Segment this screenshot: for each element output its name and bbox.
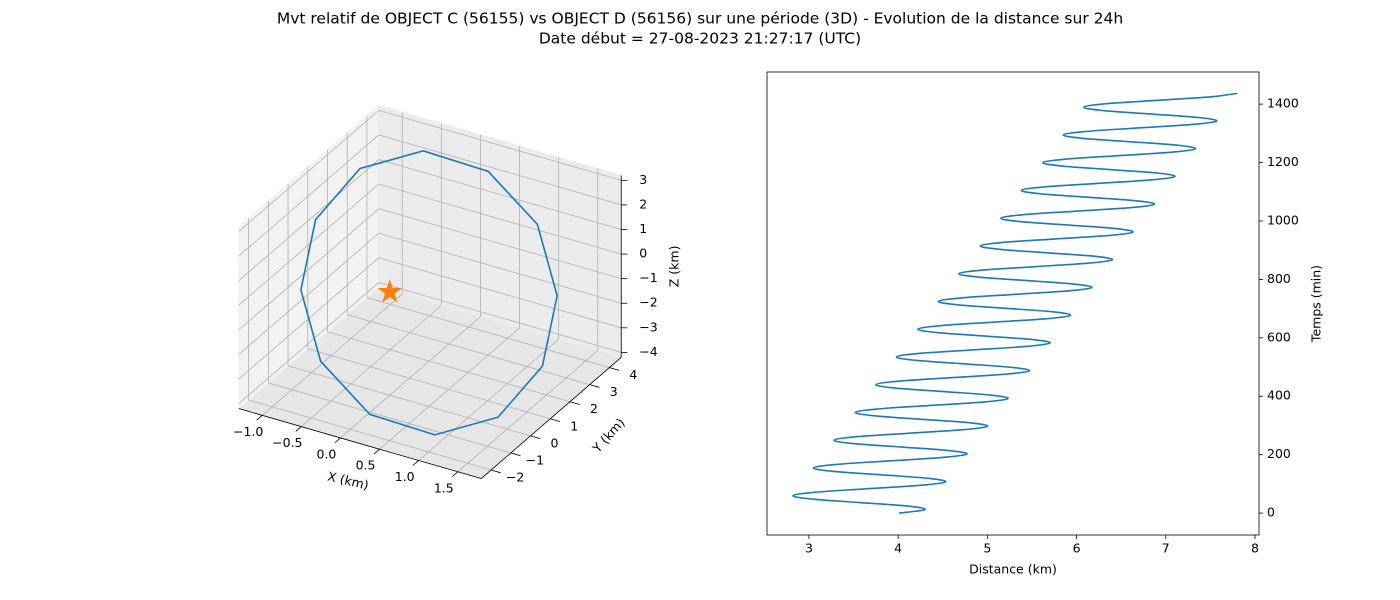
grid-line	[268, 382, 511, 454]
x-tick-label: 8	[1251, 541, 1259, 556]
y-axis-label: Y (km)	[589, 415, 628, 456]
grid-line	[378, 282, 622, 353]
z-axis-label: Z (km)	[667, 246, 682, 288]
z-tick-label: 0	[639, 246, 647, 261]
x-tick-label: −1.0	[233, 424, 263, 439]
grid-line	[379, 327, 520, 450]
grid-line	[301, 305, 442, 427]
grid-line	[327, 331, 571, 403]
y-tick-label: 200	[1267, 446, 1291, 461]
grid-line	[238, 110, 380, 232]
y-tick-label: 3	[610, 384, 618, 399]
x-axis-line	[238, 408, 482, 479]
grid-line	[378, 257, 622, 329]
y-tick-label: 1	[570, 418, 578, 433]
y-tick-label: 600	[1267, 329, 1291, 344]
x-tick-label: 0.5	[356, 458, 376, 473]
grid-line	[261, 293, 403, 416]
y-axis-line	[480, 357, 622, 479]
x-tick-label: 6	[1073, 541, 1081, 556]
y-tick-label: 400	[1267, 388, 1291, 403]
y-tick-label: 2	[590, 401, 598, 416]
grid-line	[238, 134, 380, 257]
grid-line	[238, 159, 380, 282]
x-tick-label: 4	[894, 541, 902, 556]
grid-line	[457, 350, 599, 473]
x-tick-label: −0.5	[272, 435, 302, 450]
grid-line	[366, 297, 610, 368]
y-tick	[550, 418, 561, 422]
grid-line	[378, 232, 622, 304]
y-tick-label: 1000	[1267, 212, 1299, 227]
y-tick-label: 4	[629, 367, 637, 382]
y-tick	[569, 401, 580, 405]
grid-line	[238, 208, 380, 331]
figure-subtitle: Date début = 27-08-2023 21:27:17 (UTC)	[539, 30, 861, 48]
x-tick	[412, 460, 419, 466]
grid-line	[287, 365, 531, 437]
reference-marker	[377, 278, 403, 303]
x-tick	[373, 448, 380, 455]
x-tick	[334, 437, 341, 444]
x-tick-label: 5	[983, 541, 991, 556]
distance-line	[792, 92, 1238, 514]
grid-line	[378, 208, 622, 280]
trajectory-line	[300, 150, 558, 436]
grid-line	[378, 134, 622, 206]
z-tick-label: 3	[639, 172, 647, 187]
y-tick	[490, 469, 501, 474]
x-tick-label: 3	[805, 541, 813, 556]
grid-line	[378, 109, 622, 181]
grid-line	[307, 348, 551, 420]
x-tick	[451, 471, 459, 477]
y-tick	[510, 452, 521, 457]
y-tick-label: 0	[551, 435, 559, 450]
grid-line	[347, 314, 590, 386]
grid-line	[378, 183, 622, 255]
x-tick-label: 7	[1162, 541, 1170, 556]
figure-title: Mvt relatif de OBJECT C (56155) vs OBJEC…	[277, 10, 1123, 28]
y-tick-label: −1	[526, 452, 544, 467]
y-tick	[530, 435, 541, 440]
y-tick-label: 800	[1267, 271, 1291, 286]
y-axis-label: Temps (min)	[1309, 265, 1324, 343]
y-tick	[589, 384, 600, 388]
x-axis-label: Distance (km)	[969, 562, 1057, 577]
y-tick-label: 1200	[1267, 154, 1299, 169]
grid-line	[238, 183, 380, 306]
z-tick-label: −3	[639, 319, 657, 334]
z-tick-label: 2	[639, 196, 647, 211]
grid-line	[238, 282, 380, 404]
x-tick	[295, 426, 302, 432]
z-tick-label: −4	[639, 344, 657, 359]
x-tick	[256, 415, 263, 421]
x-tick-label: 1.0	[395, 469, 415, 484]
grid-line	[340, 316, 481, 439]
z-tick-label: 1	[639, 221, 647, 236]
y-tick	[609, 367, 620, 371]
grid-line	[418, 338, 559, 461]
y-tick-label: 1400	[1267, 96, 1299, 111]
x-tick-label: 0.0	[316, 446, 336, 461]
y-tick-label: 0	[1267, 505, 1275, 520]
grid-line	[238, 232, 380, 355]
z-tick-label: −1	[639, 270, 657, 285]
grid-line	[248, 399, 492, 471]
z-tick-label: −2	[639, 295, 657, 310]
y-tick-label: −2	[506, 470, 524, 485]
grid-line	[378, 159, 622, 230]
x-tick-label: 1.5	[434, 480, 454, 495]
plot-frame	[766, 71, 1260, 536]
